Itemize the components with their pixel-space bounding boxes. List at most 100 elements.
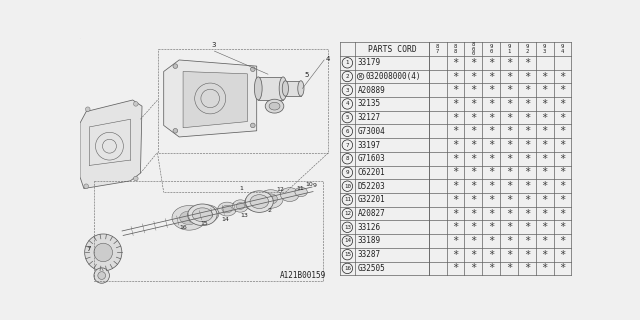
Text: 2: 2 (346, 74, 349, 79)
Ellipse shape (280, 188, 299, 202)
Text: *: * (559, 250, 566, 260)
Text: *: * (506, 71, 512, 82)
Text: *: * (559, 126, 566, 136)
Text: 9
1: 9 1 (508, 44, 511, 54)
Text: *: * (524, 58, 530, 68)
Circle shape (250, 123, 255, 128)
Text: 33179: 33179 (358, 58, 381, 67)
Polygon shape (164, 60, 257, 137)
Text: A121B00159: A121B00159 (280, 271, 326, 280)
Ellipse shape (295, 187, 307, 196)
Text: *: * (524, 222, 530, 232)
Text: *: * (559, 154, 566, 164)
Circle shape (134, 101, 138, 106)
Text: *: * (470, 71, 476, 82)
Text: *: * (488, 195, 494, 205)
Text: *: * (470, 209, 476, 219)
Bar (259, 77, 283, 100)
Ellipse shape (264, 194, 278, 204)
Text: 9
3: 9 3 (543, 44, 546, 54)
Text: *: * (488, 113, 494, 123)
Text: G32505: G32505 (358, 264, 385, 273)
Text: *: * (488, 71, 494, 82)
Text: *: * (506, 113, 512, 123)
Text: 2: 2 (268, 208, 271, 213)
Text: 13: 13 (240, 213, 248, 218)
Text: *: * (524, 113, 530, 123)
Circle shape (173, 64, 178, 68)
Text: *: * (559, 71, 566, 82)
Polygon shape (80, 100, 142, 188)
Text: *: * (559, 99, 566, 109)
Text: *: * (506, 263, 512, 273)
Text: 11: 11 (297, 186, 305, 191)
Text: *: * (559, 222, 566, 232)
Ellipse shape (250, 198, 262, 207)
Text: *: * (524, 209, 530, 219)
Ellipse shape (188, 204, 217, 226)
Ellipse shape (244, 194, 266, 211)
Text: *: * (506, 195, 512, 205)
Ellipse shape (265, 99, 284, 113)
Text: *: * (541, 250, 548, 260)
Text: *: * (524, 236, 530, 246)
Text: 14: 14 (221, 217, 230, 222)
Text: *: * (541, 140, 548, 150)
Text: *: * (559, 167, 566, 178)
Text: *: * (524, 250, 530, 260)
Text: *: * (452, 195, 459, 205)
Text: 32127: 32127 (358, 113, 381, 122)
Text: *: * (488, 181, 494, 191)
Text: *: * (452, 222, 459, 232)
Text: *: * (541, 126, 548, 136)
Text: *: * (488, 250, 494, 260)
Text: 33197: 33197 (358, 140, 381, 149)
Ellipse shape (218, 202, 236, 216)
Text: *: * (470, 99, 476, 109)
Text: *: * (541, 154, 548, 164)
Text: *: * (452, 85, 459, 95)
Text: *: * (452, 140, 459, 150)
Text: *: * (541, 195, 548, 205)
Text: *: * (559, 140, 566, 150)
Text: *: * (470, 263, 476, 273)
Text: *: * (524, 85, 530, 95)
Text: *: * (470, 85, 476, 95)
Text: *: * (559, 113, 566, 123)
Text: 8
8: 8 8 (454, 44, 457, 54)
Circle shape (98, 272, 106, 279)
Text: *: * (452, 71, 459, 82)
Text: *: * (470, 113, 476, 123)
Text: *: * (506, 126, 512, 136)
Text: *: * (506, 236, 512, 246)
Circle shape (85, 107, 90, 112)
Text: *: * (488, 140, 494, 150)
Text: *: * (506, 140, 512, 150)
Text: 3: 3 (211, 43, 216, 48)
Text: *: * (452, 236, 459, 246)
Text: *: * (506, 154, 512, 164)
Ellipse shape (250, 195, 269, 209)
Text: *: * (506, 58, 512, 68)
Text: 33189: 33189 (358, 236, 381, 245)
Text: *: * (470, 126, 476, 136)
Text: *: * (452, 58, 459, 68)
Text: *: * (541, 209, 548, 219)
Text: 33126: 33126 (358, 223, 381, 232)
Text: *: * (506, 181, 512, 191)
Text: *: * (488, 167, 494, 178)
Text: *: * (524, 140, 530, 150)
Text: *: * (541, 85, 548, 95)
Text: *: * (541, 222, 548, 232)
Text: *: * (488, 209, 494, 219)
Text: *: * (488, 222, 494, 232)
Text: 10: 10 (344, 184, 351, 189)
Text: G71603: G71603 (358, 154, 385, 163)
Text: *: * (524, 263, 530, 273)
Circle shape (94, 243, 113, 262)
Circle shape (84, 184, 88, 188)
Ellipse shape (279, 77, 287, 100)
Text: *: * (541, 181, 548, 191)
Text: 8
7: 8 7 (436, 44, 439, 54)
Text: *: * (470, 222, 476, 232)
